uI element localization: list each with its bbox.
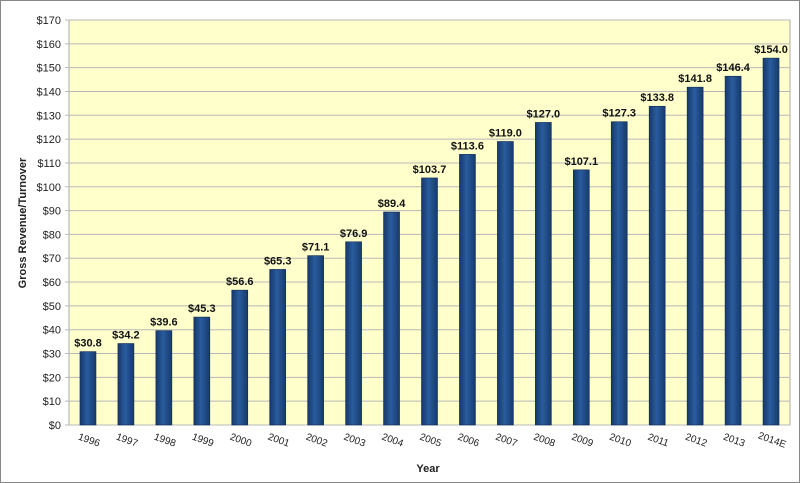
x-tick-label: 1999 bbox=[190, 432, 215, 450]
x-tick-label: 2002 bbox=[304, 432, 329, 450]
y-tick-label: $140 bbox=[37, 86, 61, 98]
x-tick-label: 2005 bbox=[418, 432, 443, 450]
bar bbox=[421, 177, 438, 426]
x-tick-label: 2011 bbox=[646, 432, 670, 450]
y-tick-label: $60 bbox=[43, 277, 61, 289]
data-label: $107.1 bbox=[564, 156, 598, 168]
y-tick-label: $50 bbox=[43, 301, 61, 313]
data-label: $45.3 bbox=[188, 303, 216, 315]
bar bbox=[155, 330, 173, 426]
bar bbox=[572, 169, 590, 426]
x-tick-label: 2013 bbox=[722, 432, 747, 450]
data-label: $146.4 bbox=[716, 62, 751, 74]
data-label: $76.9 bbox=[340, 228, 368, 240]
y-tick-label: $40 bbox=[43, 325, 61, 337]
y-tick-label: $30 bbox=[43, 349, 61, 361]
x-tick-label: 2004 bbox=[380, 432, 405, 450]
y-tick-label: $110 bbox=[37, 158, 61, 170]
bar bbox=[535, 122, 552, 426]
data-label: $103.7 bbox=[413, 164, 447, 176]
x-tick-label: 2000 bbox=[228, 432, 253, 450]
data-label: $65.3 bbox=[264, 255, 292, 267]
x-tick-label: 1996 bbox=[76, 432, 101, 450]
y-tick-label: $10 bbox=[43, 396, 61, 408]
x-tick-label: 2012 bbox=[684, 432, 709, 450]
bar bbox=[686, 86, 704, 426]
data-label: $133.8 bbox=[640, 92, 674, 104]
x-tick-label: 2007 bbox=[494, 432, 519, 450]
y-tick-label: $80 bbox=[43, 229, 61, 241]
bar bbox=[724, 75, 742, 426]
bar bbox=[345, 241, 362, 426]
bar bbox=[79, 351, 97, 426]
data-label: $89.4 bbox=[378, 198, 406, 210]
bar bbox=[193, 316, 211, 426]
x-tick-label: 2009 bbox=[570, 432, 595, 450]
y-tick-label: $170 bbox=[37, 15, 61, 27]
y-tick-label: $120 bbox=[37, 134, 61, 146]
data-label: $154.0 bbox=[754, 44, 788, 56]
y-tick-label: $130 bbox=[37, 110, 61, 122]
bar bbox=[269, 269, 287, 426]
data-label: $39.6 bbox=[150, 317, 178, 329]
bar bbox=[307, 255, 324, 426]
x-tick-label: 2006 bbox=[456, 432, 481, 450]
y-tick-label: $20 bbox=[43, 372, 61, 384]
y-tick-label: $0 bbox=[49, 420, 61, 432]
bar bbox=[610, 121, 628, 426]
x-tick-label: 2003 bbox=[342, 432, 367, 450]
x-axis-label: Year bbox=[416, 463, 440, 475]
data-label: $113.6 bbox=[451, 140, 484, 152]
y-axis-label: Gross Revenue/Turnover bbox=[17, 157, 29, 288]
bar bbox=[117, 343, 135, 426]
bar bbox=[497, 141, 514, 426]
bar bbox=[231, 289, 249, 426]
y-tick-label: $90 bbox=[43, 206, 61, 218]
data-label: $127.0 bbox=[527, 108, 561, 120]
bar bbox=[459, 154, 476, 426]
bar bbox=[762, 57, 780, 426]
x-tick-label: 2014E bbox=[756, 431, 787, 451]
data-label: $141.8 bbox=[678, 73, 712, 85]
x-tick-label: 2010 bbox=[608, 432, 633, 450]
y-tick-label: $150 bbox=[37, 63, 61, 75]
y-tick-label: $160 bbox=[37, 39, 61, 51]
data-label: $34.2 bbox=[112, 330, 140, 342]
data-label: $119.0 bbox=[489, 128, 522, 140]
x-tick-label: 2001 bbox=[266, 432, 291, 450]
data-label: $56.6 bbox=[226, 276, 254, 288]
x-tick-label: 1998 bbox=[152, 432, 177, 450]
y-tick-label: $70 bbox=[43, 253, 61, 265]
bar bbox=[648, 105, 666, 426]
x-tick-label: 1997 bbox=[114, 432, 139, 450]
y-tick-label: $100 bbox=[37, 182, 61, 194]
data-label: $71.1 bbox=[302, 242, 330, 254]
bar bbox=[383, 211, 400, 426]
data-label: $30.8 bbox=[74, 338, 102, 350]
data-label: $127.3 bbox=[602, 108, 636, 120]
x-tick-label: 2008 bbox=[532, 432, 557, 450]
